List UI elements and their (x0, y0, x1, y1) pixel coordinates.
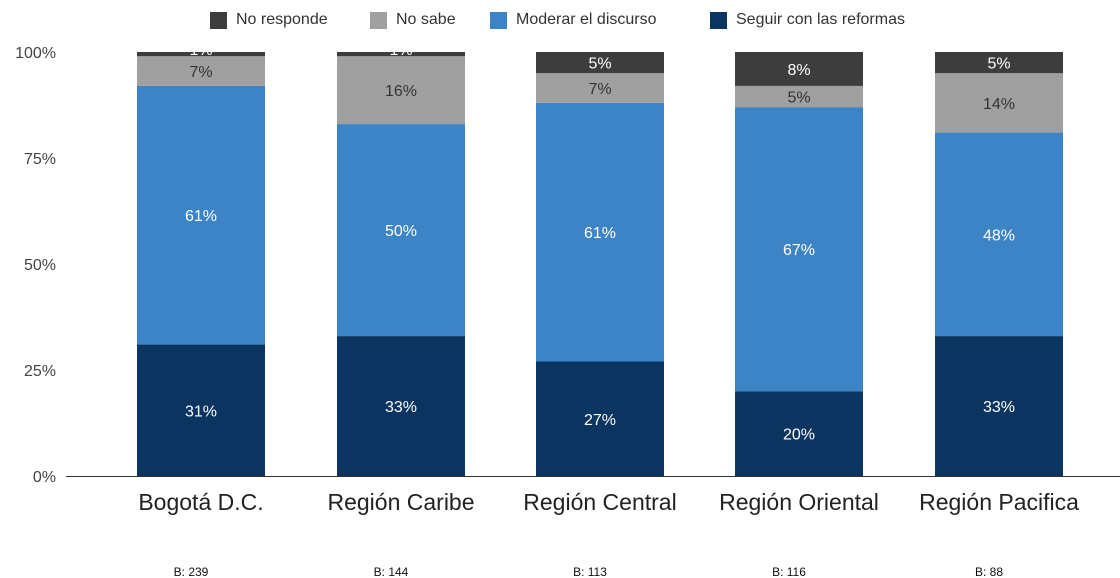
x-category-label: Región Caribe (327, 489, 474, 515)
base-label: B: 116 (772, 565, 806, 578)
data-label: 1% (189, 42, 212, 59)
y-tick-label: 50% (24, 257, 56, 274)
bar-segment-no-sabe (337, 56, 465, 125)
legend-label: Moderar el discurso (516, 11, 657, 28)
bar-segment-no-responde (735, 52, 863, 86)
data-label: 67% (783, 242, 815, 259)
legend-item-moderar-el-discurso: Moderar el discurso (490, 8, 657, 32)
y-tick-label: 25% (24, 363, 56, 380)
base-label: B: 144 (374, 565, 409, 578)
x-category-label: Región Oriental (719, 489, 879, 515)
data-label: 48% (983, 227, 1015, 244)
base-label: B: 113 (573, 565, 607, 578)
bar-segment-seguir-con-las-reformas (536, 361, 664, 476)
data-label: 7% (588, 81, 611, 98)
x-category-label: Bogotá D.C. (138, 489, 263, 515)
bar-segment-seguir-con-las-reformas (735, 391, 863, 476)
x-category-label: Región Central (523, 489, 676, 515)
legend-label: Seguir con las reformas (736, 11, 905, 28)
data-label: 33% (983, 399, 1015, 416)
data-label: 8% (787, 62, 810, 79)
legend-swatch (210, 11, 227, 29)
legend-label: No responde (236, 11, 328, 28)
legend-swatch (710, 11, 727, 29)
bar-segment-seguir-con-las-reformas (337, 336, 465, 476)
bar-segment-moderar-el-discurso (137, 85, 265, 345)
data-label: 61% (584, 225, 616, 242)
data-label: 7% (189, 64, 212, 81)
bar-segment-no-sabe (137, 56, 265, 86)
base-label: B: 88 (975, 565, 1003, 578)
data-label: 61% (185, 208, 217, 225)
data-label: 20% (783, 427, 815, 444)
bar-segment-moderar-el-discurso (337, 124, 465, 337)
data-label: 5% (588, 56, 611, 73)
data-label: 27% (584, 412, 616, 429)
bar-segment-no-sabe (735, 85, 863, 108)
data-label: 50% (385, 223, 417, 240)
bar-segment-moderar-el-discurso (536, 102, 664, 362)
bar-segment-seguir-con-las-reformas (137, 344, 265, 476)
legend-swatch (370, 11, 387, 29)
y-tick-label: 75% (24, 151, 56, 168)
chart-legend: No responde No sabe Moderar el discurso Seg… (0, 8, 1120, 32)
bar-segment-no-responde (935, 52, 1063, 74)
x-category-label: Región Pacifica (919, 489, 1079, 515)
legend-label: No sabe (396, 11, 456, 28)
bar-segment-no-responde (536, 52, 664, 74)
y-tick-label: 0% (33, 469, 56, 486)
bar-segment-no-responde (337, 52, 465, 57)
bar-segment-no-responde (137, 52, 265, 57)
bar-segment-no-sabe (935, 73, 1063, 133)
bar-segment-seguir-con-las-reformas (935, 336, 1063, 476)
legend-item-no-responde: No responde (210, 8, 328, 32)
data-label: 1% (389, 42, 412, 59)
base-label: B: 239 (174, 565, 209, 578)
legend-item-seguir-con-las-reformas: Seguir con las reformas (710, 8, 905, 32)
data-label: 5% (787, 90, 810, 107)
legend-item-no-sabe: No sabe (370, 8, 456, 32)
data-label: 33% (385, 399, 417, 416)
bar-segment-no-sabe (536, 73, 664, 103)
legend-swatch (490, 11, 507, 29)
data-label: 31% (185, 403, 217, 420)
bar-segment-moderar-el-discurso (735, 107, 863, 392)
data-label: 5% (987, 56, 1010, 73)
data-label: 16% (385, 83, 417, 100)
y-tick-label: 100% (15, 45, 56, 62)
bar-segment-moderar-el-discurso (935, 132, 1063, 337)
data-label: 14% (983, 96, 1015, 113)
